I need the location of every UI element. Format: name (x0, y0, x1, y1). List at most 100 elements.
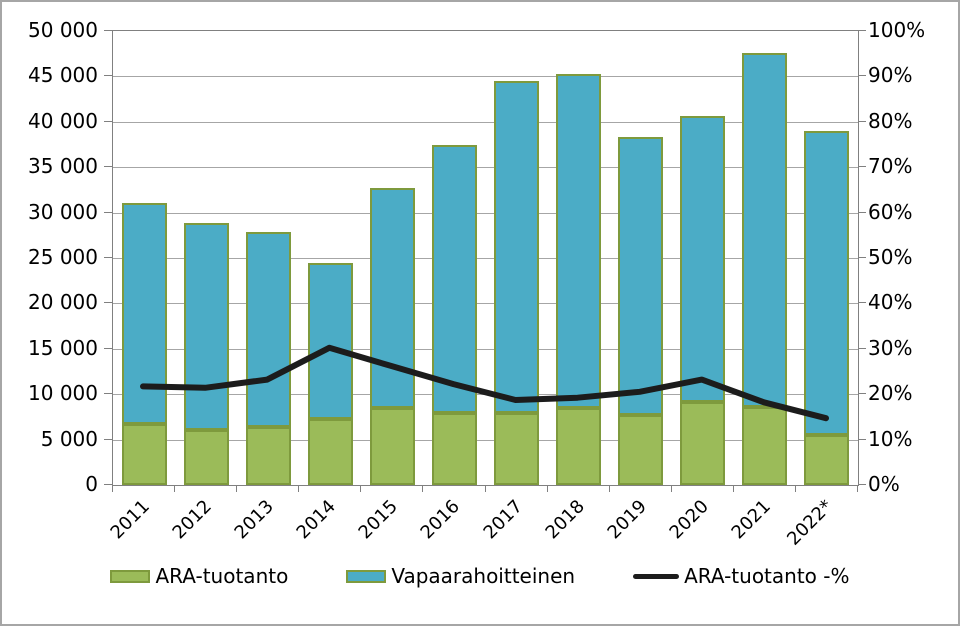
chart-legend: ARA-tuotanto Vapaarahoitteinen ARA-tuota… (2, 564, 958, 588)
left-axis-tick (104, 438, 112, 440)
x-axis-tick (422, 485, 424, 492)
left-axis-tick (104, 302, 112, 304)
left-axis-tick (104, 257, 112, 258)
plot-area (112, 30, 859, 486)
right-axis-tick (858, 211, 866, 213)
left-axis-label: 40 000 (28, 108, 98, 133)
legend-label-vapaarahoitteinen: Vapaarahoitteinen (391, 564, 576, 588)
x-axis-tick (732, 485, 734, 492)
bar-segment-vapaarahoitteinen-2013 (245, 231, 291, 427)
gridline (113, 258, 858, 259)
left-axis-tick (104, 75, 112, 77)
bar-segment-ara-2016 (431, 413, 477, 485)
legend-label-ara-percent: ARA-tuotanto -% (684, 564, 850, 588)
x-axis-tick (360, 485, 362, 492)
green-bar-swatch (110, 569, 151, 583)
right-axis-label: 20% (868, 381, 913, 406)
left-axis-label: 45 000 (28, 63, 98, 88)
legend-item-ara-tuotanto: ARA-tuotanto (110, 564, 288, 588)
left-axis-tick (104, 393, 112, 395)
right-axis-tick (858, 484, 866, 485)
gridline (113, 167, 858, 169)
left-axis-label: 10 000 (28, 381, 98, 406)
left-axis-tick (104, 347, 112, 349)
x-axis-tick (794, 485, 796, 492)
left-axis-label: 50 000 (28, 18, 98, 42)
right-axis-tick (858, 75, 866, 77)
right-axis-tick (858, 257, 866, 258)
bar-segment-ara-2021 (742, 406, 788, 485)
gridline (113, 212, 858, 214)
left-axis-tick (104, 166, 112, 168)
gridline (113, 121, 858, 123)
x-axis-tick (298, 485, 300, 492)
right-axis-tick (858, 166, 866, 168)
right-axis-tick (858, 347, 866, 349)
bar-segment-vapaarahoitteinen-2015 (369, 188, 415, 408)
left-axis-label: 20 000 (28, 290, 98, 315)
right-axis-label: 10% (868, 426, 913, 451)
right-axis-label: 40% (868, 290, 913, 315)
black-line-swatch (633, 573, 680, 579)
legend-item-ara-percent: ARA-tuotanto -% (633, 564, 850, 588)
right-axis-tick (858, 30, 866, 31)
x-axis-tick (670, 485, 672, 492)
bar-segment-ara-2015 (369, 407, 415, 485)
bar-segment-vapaarahoitteinen-2021 (742, 52, 788, 407)
bar-segment-ara-2013 (245, 426, 291, 485)
bar-segment-vapaarahoitteinen-2016 (431, 145, 477, 414)
left-axis-label: 15 000 (28, 335, 98, 360)
x-axis-tick (112, 485, 113, 492)
blue-bar-swatch (346, 569, 387, 583)
x-axis-tick (608, 485, 610, 492)
legend-label-ara-tuotanto: ARA-tuotanto (155, 564, 289, 588)
bar-segment-vapaarahoitteinen-2019 (618, 137, 664, 416)
legend-item-vapaarahoitteinen: Vapaarahoitteinen (346, 564, 575, 588)
left-axis-tick (104, 120, 112, 122)
left-axis-tick (104, 484, 112, 485)
left-axis-label: 25 000 (28, 245, 98, 269)
left-axis-tick (104, 30, 112, 31)
right-axis-tick (858, 393, 866, 395)
x-axis-tick (484, 485, 486, 492)
bar-segment-vapaarahoitteinen-2011 (121, 202, 167, 425)
bar-segment-vapaarahoitteinen-2012 (183, 223, 229, 430)
right-axis-label: 0% (868, 472, 900, 496)
left-axis-label: 0 (85, 472, 98, 496)
right-axis-tick (858, 438, 866, 440)
x-axis-tick (546, 485, 548, 492)
right-axis-label: 30% (868, 335, 913, 360)
bar-segment-vapaarahoitteinen-2018 (556, 73, 602, 408)
bar-segment-ara-2014 (307, 418, 353, 485)
bar-segment-vapaarahoitteinen-2022* (804, 130, 850, 436)
bar-segment-ara-2020 (680, 402, 726, 485)
gridline (113, 303, 858, 305)
right-axis-label: 70% (868, 154, 913, 179)
x-axis-tick (174, 485, 176, 492)
bar-segment-ara-2011 (121, 424, 167, 485)
right-axis-tick (858, 302, 866, 304)
right-axis-label: 50% (868, 245, 913, 269)
bar-segment-vapaarahoitteinen-2017 (494, 80, 540, 414)
left-axis-label: 30 000 (28, 199, 98, 224)
bar-segment-ara-2012 (183, 429, 229, 485)
right-axis-label: 100% (868, 18, 926, 42)
left-axis-label: 35 000 (28, 154, 98, 179)
right-axis-label: 80% (868, 108, 913, 133)
bar-segment-vapaarahoitteinen-2014 (307, 262, 353, 419)
left-axis-tick (104, 211, 112, 213)
bar-segment-ara-2018 (556, 407, 602, 485)
left-axis-label: 5 000 (40, 426, 98, 451)
gridline (113, 439, 858, 441)
bar-segment-ara-2022* (804, 435, 850, 485)
gridline (113, 76, 858, 78)
right-axis-tick (858, 120, 866, 122)
right-axis-label: 90% (868, 63, 913, 88)
x-axis-tick (236, 485, 238, 492)
bar-segment-ara-2019 (618, 415, 664, 485)
right-axis-label: 60% (868, 199, 913, 224)
bar-segment-vapaarahoitteinen-2020 (680, 116, 726, 403)
x-axis-tick (857, 485, 858, 492)
bar-segment-ara-2017 (494, 413, 540, 485)
